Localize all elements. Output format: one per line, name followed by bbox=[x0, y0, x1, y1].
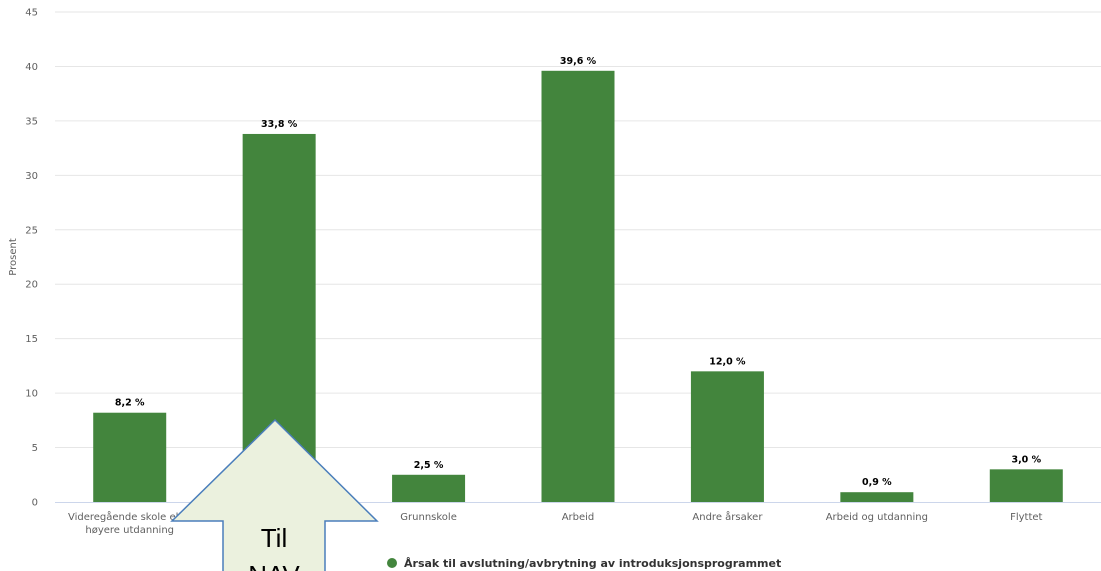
bar[interactable] bbox=[93, 412, 167, 502]
x-category-label: høyere utdanning bbox=[85, 525, 174, 536]
bar[interactable] bbox=[989, 469, 1063, 502]
y-axis-label: Prosent bbox=[8, 238, 19, 276]
callout-text-line-2: NAV bbox=[248, 560, 300, 571]
y-tick-label: 30 bbox=[25, 171, 38, 182]
callout-text-line-1: Til bbox=[261, 523, 287, 553]
x-category-label: Arbeid bbox=[562, 512, 595, 523]
data-label: 0,9 % bbox=[862, 477, 892, 488]
legend[interactable]: Årsak til avslutning/avbrytning av intro… bbox=[387, 557, 781, 570]
y-tick-label: 35 bbox=[25, 116, 38, 127]
data-labels: 8,2 % 33,8 % 2,5 % 39,6 % 12,0 % 0,9 % 3,0 % bbox=[115, 56, 1042, 488]
bar[interactable] bbox=[392, 474, 466, 502]
data-label: 33,8 % bbox=[261, 119, 298, 130]
data-label: 39,6 % bbox=[560, 56, 597, 67]
callout-arrow-shape bbox=[170, 418, 379, 571]
y-tick-label: 5 bbox=[32, 443, 38, 454]
data-label: 3,0 % bbox=[1011, 454, 1041, 465]
y-tick-label: 0 bbox=[32, 498, 38, 509]
y-tick-label: 10 bbox=[25, 389, 38, 400]
y-tick-label: 40 bbox=[25, 62, 38, 73]
bar[interactable] bbox=[840, 492, 914, 502]
y-tick-label: 45 bbox=[25, 8, 38, 19]
x-category-label: Grunnskole bbox=[400, 512, 457, 523]
data-label: 12,0 % bbox=[709, 356, 746, 367]
bar[interactable] bbox=[541, 70, 615, 503]
y-tick-label: 25 bbox=[25, 225, 38, 236]
x-category-label: Flyttet bbox=[1010, 512, 1042, 523]
y-tick-label: 20 bbox=[25, 280, 38, 291]
data-label: 2,5 % bbox=[414, 460, 444, 471]
bars bbox=[93, 70, 1063, 503]
y-tick-label: 15 bbox=[25, 334, 38, 345]
x-category-label: Arbeid og utdanning bbox=[826, 512, 928, 523]
legend-marker[interactable] bbox=[387, 558, 397, 568]
callout-arrow: Til NAV bbox=[170, 418, 379, 571]
y-axis-ticks: 0 5 10 15 20 25 30 35 40 45 bbox=[25, 8, 38, 509]
x-category-label: Videregående skole eller bbox=[68, 510, 192, 523]
legend-label[interactable]: Årsak til avslutning/avbrytning av intro… bbox=[404, 557, 781, 570]
x-category-label: Andre årsaker bbox=[692, 510, 763, 523]
bar[interactable] bbox=[690, 371, 764, 502]
x-axis-categories: Videregående skole eller høyere utdanning… bbox=[68, 510, 1043, 536]
data-label: 8,2 % bbox=[115, 398, 145, 409]
